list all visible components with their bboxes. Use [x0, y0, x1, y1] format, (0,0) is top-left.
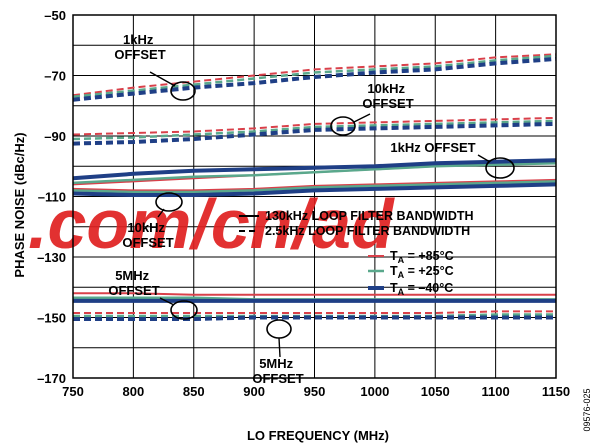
legend-dashed-label: 2.5kHz LOOP FILTER BANDWIDTH — [265, 224, 470, 238]
watermark-text: .com/cn/ad — [28, 185, 395, 263]
series-line-130kHz-10kHz-+25°C — [72, 180, 557, 194]
figure-id: 09576-025 — [582, 388, 592, 431]
leader-10khz-solid — [157, 208, 165, 218]
legend-temperature: TA = +85°C TA = +25°C TA = –40°C — [368, 249, 454, 297]
y-axis-label: PHASE NOISE (dBc/Hz) — [12, 132, 27, 277]
oval-10khz-solid — [155, 192, 183, 212]
series-line-130kHz-10kHz-–40°C — [72, 182, 557, 197]
y-tick-label: –150 — [37, 311, 66, 326]
x-tick-label: 1100 — [482, 384, 510, 399]
series-lines — [72, 53, 557, 321]
series-line-2.5kHz-5MHz-–40°C — [73, 315, 556, 321]
x-tick-label: 750 — [62, 384, 84, 399]
leader-5mhz-solid — [159, 297, 175, 306]
series-line-130kHz-5MHz-+85°C — [73, 292, 556, 296]
x-axis-tick-labels: 750 800 850 900 950 1000 1050 1100 1150 — [62, 384, 570, 399]
series-line-2.5kHz-10kHz-+85°C — [72, 116, 557, 136]
legend-25c-label: TA = +25°C — [390, 264, 454, 280]
annotation-10khz-mid: 10kHz OFFSET — [122, 220, 173, 250]
annotation-10khz-top: 10kHz OFFSET — [362, 81, 413, 111]
leader-1khz-dashed — [149, 71, 176, 87]
legend-m40c-label: TA = –40°C — [390, 281, 453, 297]
y-axis-tick-labels: –50 –70 –90 –110 –130 –150 –170 — [37, 8, 66, 386]
oval-10khz-dashed — [330, 116, 356, 136]
annotation-1khz-mid: 1kHz OFFSET — [390, 140, 475, 155]
series-line-2.5kHz-1kHz-+25°C — [72, 54, 557, 98]
plot-frame — [72, 14, 557, 379]
legend-line-style: 130kHz LOOP FILTER BANDWIDTH 2.5kHz LOOP… — [239, 209, 474, 238]
y-tick-label: –50 — [44, 8, 66, 23]
series-line-2.5kHz-10kHz-–40°C — [72, 121, 557, 146]
x-tick-label: 1000 — [360, 384, 389, 399]
legend-solid-label: 130kHz LOOP FILTER BANDWIDTH — [265, 209, 474, 223]
x-tick-label: 800 — [123, 384, 145, 399]
oval-1khz-solid — [485, 157, 515, 179]
series-line-130kHz-10kHz-+85°C — [72, 178, 557, 192]
x-tick-label: 850 — [183, 384, 205, 399]
series-line-2.5kHz-1kHz-+85°C — [72, 53, 557, 97]
series-line-130kHz-1kHz-–40°C — [72, 158, 557, 181]
x-tick-label: 900 — [243, 384, 265, 399]
series-line-2.5kHz-1kHz-–40°C — [72, 56, 557, 102]
leader-5mhz-dashed — [278, 337, 281, 358]
y-tick-label: –70 — [44, 69, 66, 84]
y-tick-label: –90 — [44, 129, 66, 144]
oval-5mhz-solid — [170, 300, 198, 320]
y-tick-label: –170 — [37, 371, 66, 386]
annotation-5mhz-bottom: 5MHz OFFSET — [252, 356, 303, 386]
leader-1khz-solid — [477, 154, 491, 163]
series-line-2.5kHz-10kHz-+25°C — [72, 119, 557, 141]
x-tick-label: 950 — [304, 384, 326, 399]
annotations: 1kHz OFFSET 10kHz OFFSET 1kHz OFFSET 10k… — [108, 32, 475, 386]
oval-5mhz-dashed — [266, 319, 292, 339]
y-tick-label: –110 — [38, 190, 66, 205]
oval-1khz-dashed — [170, 81, 196, 101]
legend-85c-label: TA = +85°C — [390, 249, 454, 265]
x-tick-label: 1150 — [542, 384, 570, 399]
series-line-2.5kHz-5MHz-+25°C — [73, 313, 556, 318]
leader-lines — [149, 71, 491, 358]
offset-markers — [155, 81, 515, 339]
series-line-2.5kHz-5MHz-+85°C — [73, 310, 556, 314]
x-axis-label: LO FREQUENCY (MHz) — [247, 428, 389, 443]
series-line-130kHz-1kHz-+25°C — [72, 161, 557, 185]
annotation-1khz-top: 1kHz OFFSET — [114, 32, 165, 62]
x-tick-label: 1050 — [421, 384, 450, 399]
annotation-5mhz-left: 5MHz OFFSET — [108, 268, 159, 298]
y-tick-label: –130 — [37, 250, 66, 265]
leader-10khz-dashed — [353, 113, 371, 123]
